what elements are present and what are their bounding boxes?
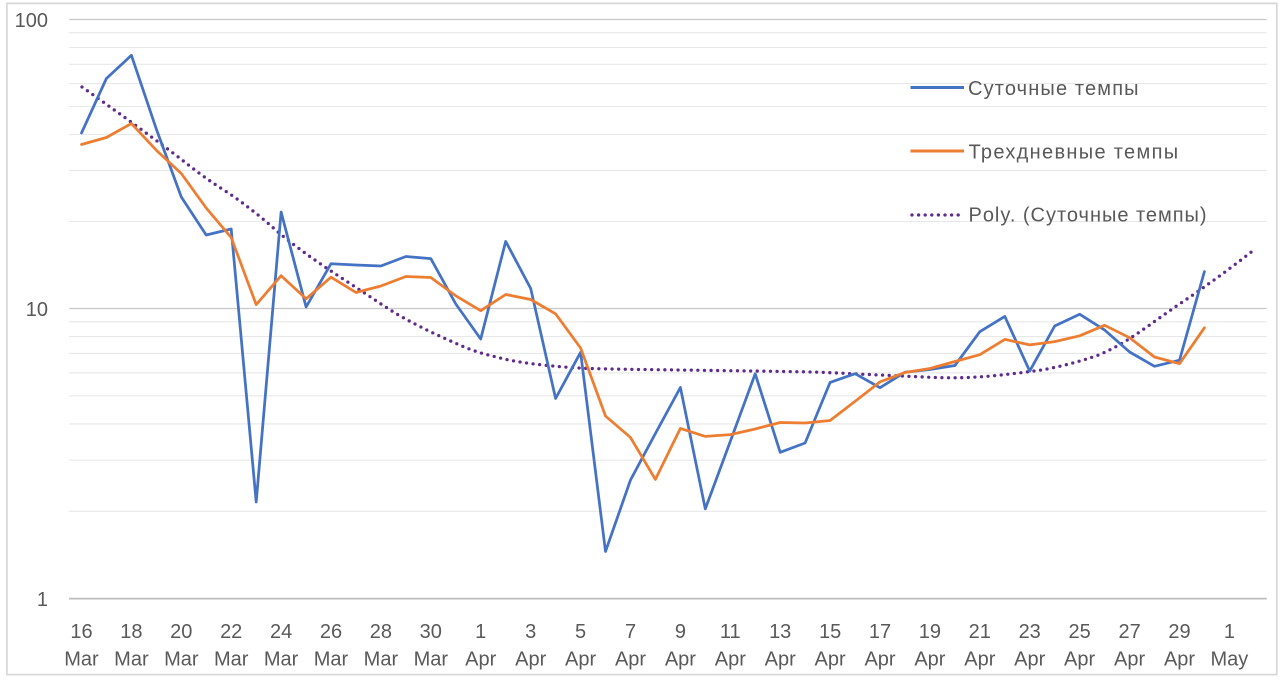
svg-text:Apr: Apr bbox=[665, 649, 696, 671]
svg-text:Apr: Apr bbox=[815, 649, 846, 671]
svg-text:10: 10 bbox=[26, 299, 48, 321]
svg-text:Apr: Apr bbox=[864, 649, 895, 671]
svg-text:18: 18 bbox=[120, 621, 142, 643]
svg-text:20: 20 bbox=[170, 621, 192, 643]
svg-text:Apr: Apr bbox=[1014, 649, 1045, 671]
svg-text:Apr: Apr bbox=[964, 649, 995, 671]
svg-text:7: 7 bbox=[625, 621, 636, 643]
svg-text:19: 19 bbox=[919, 621, 941, 643]
svg-text:Apr: Apr bbox=[465, 649, 496, 671]
svg-text:Apr: Apr bbox=[765, 649, 796, 671]
svg-text:Apr: Apr bbox=[914, 649, 945, 671]
svg-text:Mar: Mar bbox=[414, 649, 449, 671]
svg-text:26: 26 bbox=[320, 621, 342, 643]
svg-text:Mar: Mar bbox=[114, 649, 149, 671]
svg-text:Mar: Mar bbox=[264, 649, 299, 671]
svg-text:9: 9 bbox=[675, 621, 686, 643]
svg-text:1: 1 bbox=[475, 621, 486, 643]
svg-text:Apr: Apr bbox=[615, 649, 646, 671]
svg-text:Apr: Apr bbox=[1164, 649, 1195, 671]
svg-text:Apr: Apr bbox=[565, 649, 596, 671]
svg-text:Mar: Mar bbox=[64, 649, 99, 671]
svg-text:22: 22 bbox=[220, 621, 242, 643]
svg-text:17: 17 bbox=[869, 621, 891, 643]
svg-text:1: 1 bbox=[1224, 621, 1235, 643]
svg-text:5: 5 bbox=[575, 621, 586, 643]
svg-text:May: May bbox=[1211, 649, 1249, 671]
svg-text:27: 27 bbox=[1118, 621, 1140, 643]
svg-text:Apr: Apr bbox=[1064, 649, 1095, 671]
svg-text:Apr: Apr bbox=[515, 649, 546, 671]
svg-text:30: 30 bbox=[420, 621, 442, 643]
svg-text:29: 29 bbox=[1168, 621, 1190, 643]
svg-text:Суточные темпы: Суточные темпы bbox=[968, 78, 1140, 100]
svg-text:Mar: Mar bbox=[214, 649, 249, 671]
svg-text:Apr: Apr bbox=[1114, 649, 1145, 671]
svg-text:16: 16 bbox=[70, 621, 92, 643]
svg-text:Mar: Mar bbox=[164, 649, 199, 671]
svg-text:15: 15 bbox=[819, 621, 841, 643]
svg-text:25: 25 bbox=[1068, 621, 1090, 643]
svg-text:23: 23 bbox=[1019, 621, 1041, 643]
svg-text:1: 1 bbox=[37, 589, 48, 611]
svg-text:Apr: Apr bbox=[715, 649, 746, 671]
svg-text:24: 24 bbox=[270, 621, 292, 643]
svg-text:13: 13 bbox=[769, 621, 791, 643]
svg-text:3: 3 bbox=[525, 621, 536, 643]
svg-text:11: 11 bbox=[720, 621, 741, 643]
svg-text:Poly. (Суточные темпы): Poly. (Суточные темпы) bbox=[969, 205, 1208, 227]
svg-text:21: 21 bbox=[969, 621, 991, 643]
svg-text:100: 100 bbox=[15, 10, 48, 32]
svg-text:Mar: Mar bbox=[364, 649, 399, 671]
svg-text:28: 28 bbox=[370, 621, 392, 643]
svg-text:Mar: Mar bbox=[314, 649, 349, 671]
svg-text:Трехдневные темпы: Трехдневные темпы bbox=[969, 142, 1180, 164]
